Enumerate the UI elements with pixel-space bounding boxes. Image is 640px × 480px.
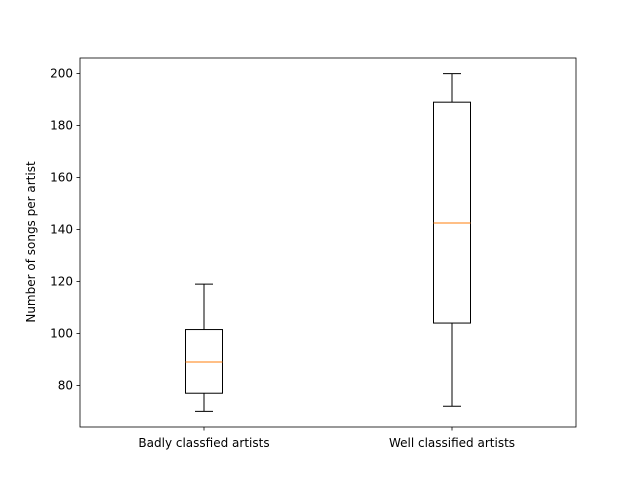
plot-content (185, 73, 471, 412)
interquartile-box (433, 101, 471, 324)
y-tick-label: 160 (50, 171, 73, 185)
y-tick-label: 120 (50, 274, 73, 288)
x-tick-label: Well classified artists (389, 436, 515, 450)
y-tick-label: 200 (50, 67, 73, 81)
x-tick-label: Badly classfied artists (138, 436, 269, 450)
plot-area-frame (79, 57, 577, 428)
interquartile-box (185, 329, 223, 394)
y-axis-label: Number of songs per artist (24, 161, 38, 323)
box-plot-item (185, 283, 223, 412)
y-tick-label: 80 (58, 378, 73, 392)
x-axis: Badly classfied artists Well classified a… (138, 427, 515, 450)
box-plot-item (433, 73, 471, 407)
y-axis: 80 100 120 140 160 180 200 (50, 67, 80, 392)
y-tick-label: 140 (50, 223, 73, 237)
y-tick-label: 180 (50, 119, 73, 133)
y-tick-label: 100 (50, 326, 73, 340)
